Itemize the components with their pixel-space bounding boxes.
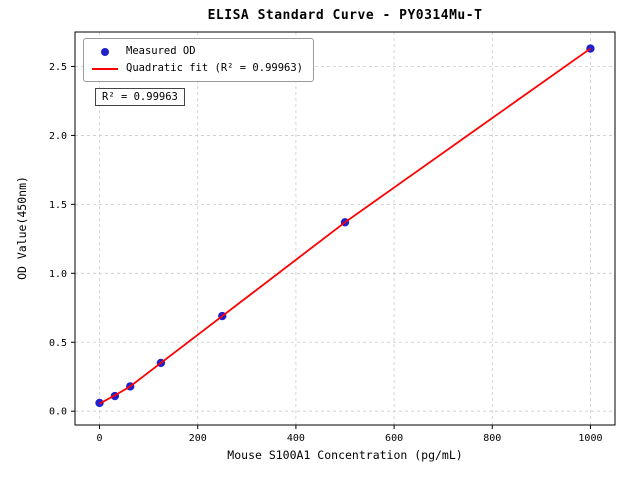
legend-item-measured-od: Measured OD <box>90 43 303 60</box>
scatter-marker-icon <box>101 47 109 56</box>
line-marker-icon <box>92 67 118 70</box>
x-tick-label: 600 <box>385 433 403 444</box>
legend-item-quadratic-fit: Quadratic fit (R² = 0.99963) <box>90 60 303 77</box>
y-tick-label: 2.0 <box>49 131 67 142</box>
chart-title: ELISA Standard Curve - PY0314Mu-T <box>207 8 483 23</box>
y-tick-label: 1.5 <box>49 200 67 211</box>
x-axis-label: Mouse S100A1 Concentration (pg/mL) <box>227 448 463 462</box>
legend: Measured OD Quadratic fit (R² = 0.99963) <box>83 38 315 82</box>
y-tick-label: 1.0 <box>49 269 67 280</box>
fit-line <box>99 47 591 405</box>
legend-label: Quadratic fit (R² = 0.99963) <box>126 62 304 74</box>
x-tick-label: 0 <box>97 433 103 444</box>
x-tick-label: 1000 <box>578 433 602 444</box>
x-tick-label: 800 <box>483 433 501 444</box>
y-tick-label: 0.5 <box>49 338 67 349</box>
x-tick-label: 200 <box>189 433 207 444</box>
plot-area: 0 200 400 600 800 1000 0.0 0.5 1.0 1.5 2.0 2.5 Meas… <box>49 31 616 444</box>
r-squared-annotation: R² = 0.99963 <box>95 88 185 106</box>
legend-marker-cell <box>90 67 120 70</box>
legend-label: Measured OD <box>126 45 196 57</box>
legend-marker-cell <box>90 47 120 56</box>
y-axis-label: OD Value(450nm) <box>15 176 29 280</box>
plot-border <box>74 31 616 426</box>
x-tick-label: 400 <box>287 433 305 444</box>
y-tick-label: 2.5 <box>49 62 67 73</box>
y-tick-label: 0.0 <box>49 407 67 418</box>
